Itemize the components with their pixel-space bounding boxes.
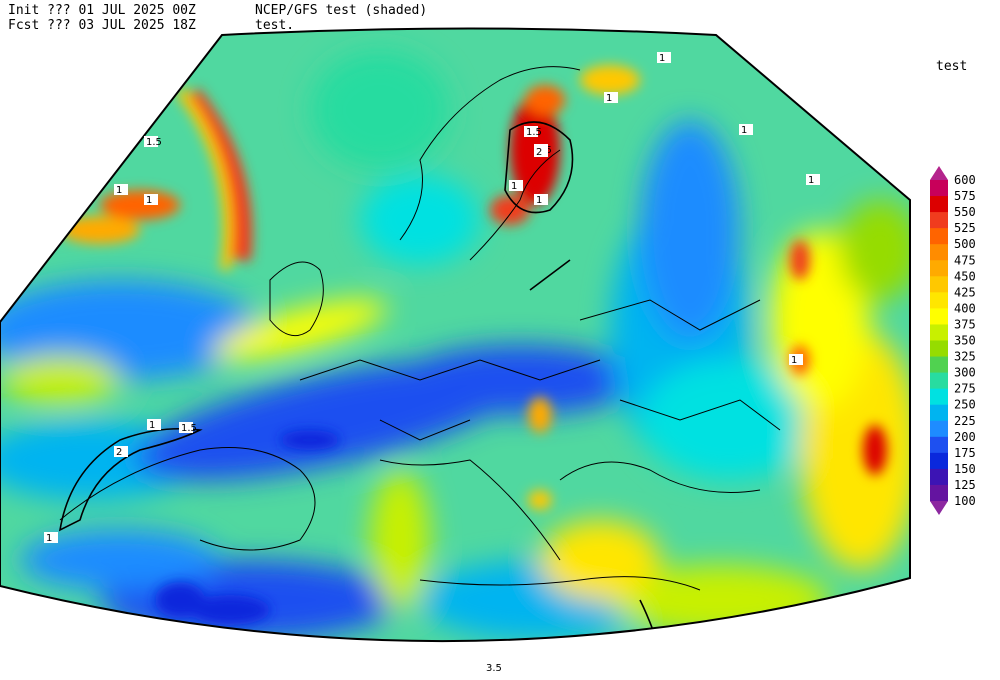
contour-label: 1 [536, 195, 542, 206]
colorbar-box [930, 388, 948, 406]
contour-label-box [524, 126, 538, 137]
colorbar-title: test [936, 59, 967, 74]
contour-label: 3.5 [486, 663, 502, 674]
colorbar-end-bottom [930, 501, 948, 515]
contour-label-box [147, 419, 161, 430]
colorbar-label: 375 [954, 317, 976, 331]
colorbar-label: 350 [954, 334, 976, 348]
colorbar-label: 325 [954, 350, 976, 364]
contour-label: 1 [741, 125, 747, 136]
colorbar-box [930, 292, 948, 309]
colorbar-label: 500 [954, 237, 976, 251]
colorbar-label: 100 [954, 494, 976, 508]
colorbar-box [930, 212, 948, 229]
colorbar-label: 450 [954, 269, 976, 283]
contour-label: 1 [606, 93, 612, 104]
contour-label-box [534, 146, 548, 157]
colorbar-box [930, 180, 948, 197]
colorbar-box [930, 276, 948, 293]
colorbar-label: 125 [954, 478, 976, 492]
contour-label-box [534, 194, 548, 205]
colorbar-box [930, 420, 948, 438]
colorbar-label: 150 [954, 462, 976, 476]
contour-label-box [789, 354, 803, 365]
shaded-field [0, 28, 910, 642]
colorbar-box [930, 452, 948, 470]
colorbar-box [930, 404, 948, 422]
colorbar-label: 400 [954, 301, 976, 315]
colorbar-box [930, 436, 948, 454]
contour-label-box [179, 422, 193, 433]
colorbar-label: 550 [954, 205, 976, 219]
contour-label: 1 [511, 181, 517, 192]
contour-label-box [44, 532, 58, 543]
contour-label-box [509, 180, 523, 191]
contour-label-box [114, 184, 128, 195]
colorbar-label: 475 [954, 253, 976, 267]
colorbar-box [930, 244, 948, 261]
colorbar-box [930, 484, 948, 502]
model-title: NCEP/GFS test (shaded) [255, 3, 427, 18]
contour-label-box [144, 194, 158, 205]
contour-label: 2 [536, 147, 542, 158]
colorbar-box [930, 324, 948, 341]
colorbar-end-top [930, 166, 948, 180]
colorbar-label: 225 [954, 414, 976, 428]
colorbar-label: 175 [954, 446, 976, 460]
forecast-time: Fcst ??? 03 JUL 2025 18Z [8, 18, 196, 33]
contour-label-box [657, 52, 671, 63]
colorbar-box [930, 308, 948, 325]
colorbar-label: 525 [954, 221, 976, 235]
contour-label-box [114, 446, 128, 457]
contour-label: 1 [116, 185, 122, 196]
contour-label-box [484, 662, 498, 673]
map-border [0, 27, 911, 643]
contour-label-box [806, 174, 820, 185]
contour-label-box [604, 92, 618, 103]
contour-label: 2 [116, 447, 122, 458]
colorbar-box [930, 196, 948, 213]
colorbar-box [930, 260, 948, 277]
colorbar-box [930, 356, 948, 374]
colorbar-label: 250 [954, 398, 976, 412]
contour-label: 1.5 [146, 137, 162, 148]
contour-label: 1 [659, 53, 665, 64]
colorbar-label: 200 [954, 430, 976, 444]
colorbar-label: 425 [954, 285, 976, 299]
colorbar-box [930, 228, 948, 245]
contour-label: 1.5 [181, 423, 197, 434]
contour-label: 1 [46, 533, 52, 544]
contour-label: 1 [808, 175, 814, 186]
contour-label: 1.5 [526, 127, 542, 138]
colorbar-label: 575 [954, 189, 976, 203]
contour-title: test. [255, 18, 294, 33]
init-time: Init ??? 01 JUL 2025 00Z [8, 3, 196, 18]
contour-label-box [144, 136, 158, 147]
contour-label-box [739, 124, 753, 135]
colorbar-box [930, 372, 948, 390]
contour-label: 1 [149, 420, 155, 431]
colorbar: test 600 575 550 525 500 475 450 425 400 375 350 32… [930, 59, 976, 515]
contour-label: 1 [791, 355, 797, 366]
colorbar-label: 300 [954, 366, 976, 380]
colorbar-box [930, 340, 948, 358]
contour-label: 1 [146, 195, 152, 206]
colorbar-label: 275 [954, 382, 976, 396]
colorbar-label: 600 [954, 173, 976, 187]
colorbar-box [930, 468, 948, 486]
